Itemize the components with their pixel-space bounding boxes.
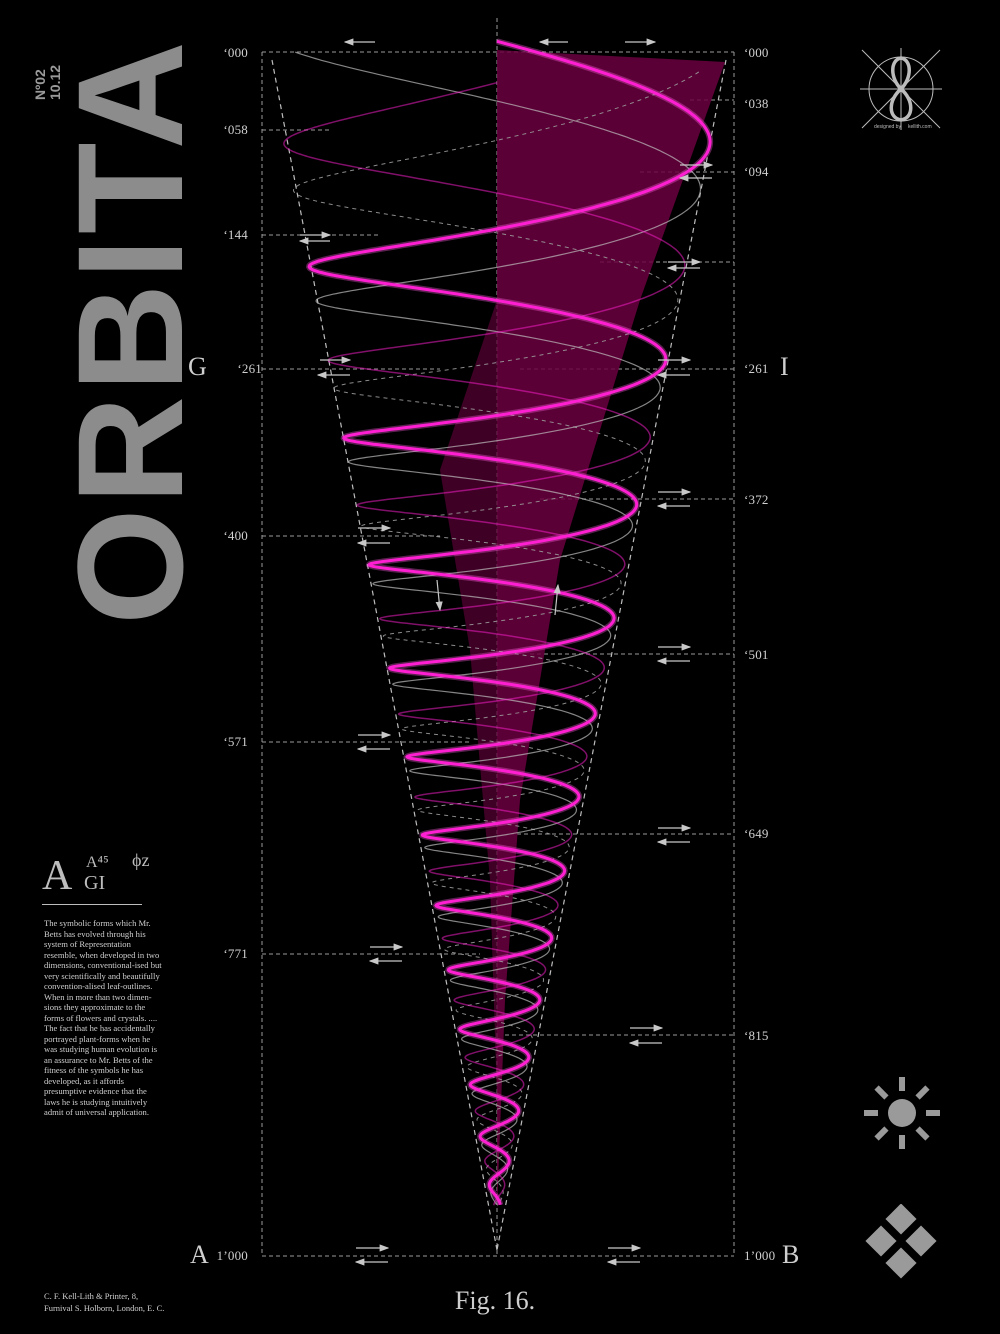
tick-right: ‘261 [744,361,769,376]
tick-right: ‘649 [744,826,769,841]
tick-right: ‘372 [744,492,769,507]
tick-left: ‘000 [223,45,248,60]
tick-left: ‘261 [237,361,262,376]
helix-strand [283,81,686,1206]
helix-group [283,38,714,1206]
logo-site: kellith.com [908,124,932,130]
tick-right: ‘038 [744,96,769,111]
tick-right: ‘815 [744,1028,769,1043]
helix-strand [293,71,700,1206]
tick-right: ‘501 [744,647,769,662]
glyph-big: A [42,853,73,899]
issue-number: Nº02 [32,69,48,100]
tick-left: ‘400 [223,528,248,543]
glyph-sup: A⁴⁵ [86,854,109,871]
arrows [298,38,714,1266]
tick-right: ‘000 [744,45,769,60]
corner-g: G [188,352,207,381]
cone-fill-right [497,50,725,1210]
tick-right: ‘094 [744,164,769,179]
tick-left: ‘144 [223,227,248,242]
helix-strand [307,39,712,1206]
tick-left: ‘771 [223,946,248,961]
corner-b: B [782,1240,800,1269]
printer-line2: Furnival S. Holborn, London, E. C. [44,1303,165,1313]
issue-date: 10.12 [47,64,63,100]
tick-left: ‘571 [223,734,248,749]
glyph-block: A A⁴⁵ GI ϕz [42,848,162,908]
corner-i: I [780,352,789,381]
glyph-sub: GI [84,872,106,894]
issue-label: Nº02 10.12 [32,40,63,100]
logo-designed-by: designed by [874,124,901,130]
helix-strand [294,51,702,1205]
glyph-divider [42,904,142,905]
sun-icon [864,1077,940,1149]
printer-credit: C. F. Kell-Lith & Printer, 8, Furnival S… [44,1290,164,1314]
corner-a: A [190,1240,209,1269]
diamond-cluster-icon [865,1204,937,1279]
brand-title: ORBITA [46,37,214,625]
description-text: The symbolic forms which Mr. Betts has e… [44,918,162,1117]
cone-fill-left [440,300,497,1100]
figure-caption: Fig. 16. [454,1286,536,1315]
orbit-logo-icon [860,48,942,130]
glyph-phi: ϕz [132,850,150,870]
tick-left: ‘058 [223,122,248,137]
tick-right: 1’000 [744,1248,776,1263]
cone-outline [271,59,727,1251]
tick-left: 1’000 [216,1248,248,1263]
printer-line1: C. F. Kell-Lith & Printer, 8, [44,1291,139,1301]
